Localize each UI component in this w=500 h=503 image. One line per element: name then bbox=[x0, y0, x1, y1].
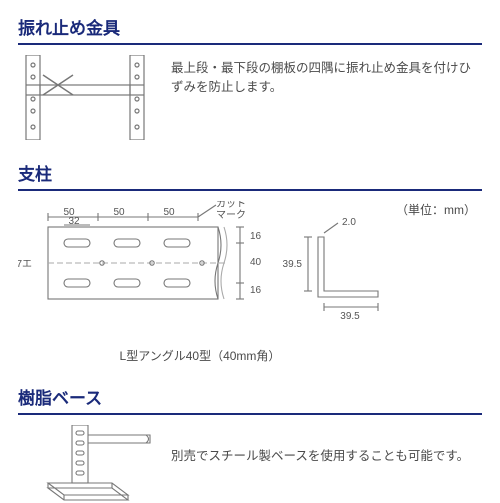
svg-text:カットマーク: カットマーク bbox=[216, 201, 246, 221]
heading-base: 樹脂ベース bbox=[18, 382, 482, 415]
svg-text:50: 50 bbox=[163, 207, 175, 218]
section-post: 支柱 （単位：mm） bbox=[18, 158, 482, 364]
post-caption: L型アングル40型（40mm角） bbox=[0, 347, 482, 364]
svg-text:39.5: 39.5 bbox=[340, 311, 360, 322]
base-diagram bbox=[18, 425, 153, 503]
brace-description: 最上段・最下段の棚板の四隅に振れ止め金具を付けひずみを防止します。 bbox=[171, 55, 482, 98]
brace-diagram bbox=[18, 55, 153, 140]
svg-text:40: 40 bbox=[250, 257, 262, 268]
post-diagram-wrap: （単位：mm） bbox=[18, 201, 482, 364]
svg-text:32: 32 bbox=[68, 216, 80, 227]
svg-text:16: 16 bbox=[250, 231, 262, 242]
svg-text:2.0: 2.0 bbox=[342, 217, 356, 228]
section-base: 樹脂ベース bbox=[18, 382, 482, 503]
svg-text:16: 16 bbox=[250, 285, 262, 296]
svg-text:7エ: 7エ bbox=[18, 259, 32, 270]
heading-brace: 振れ止め金具 bbox=[18, 12, 482, 45]
base-row: 別売でスチール製ベースを使用することも可能です。 bbox=[18, 425, 482, 503]
base-description: 別売でスチール製ベースを使用することも可能です。 bbox=[171, 425, 469, 466]
post-diagram: 50 50 50 32 7エ 16 40 16 カットマーク bbox=[18, 201, 428, 341]
svg-text:39.5: 39.5 bbox=[283, 259, 303, 270]
svg-text:50: 50 bbox=[113, 207, 125, 218]
brace-row: 最上段・最下段の棚板の四隅に振れ止め金具を付けひずみを防止します。 bbox=[18, 55, 482, 140]
section-brace: 振れ止め金具 bbox=[18, 12, 482, 140]
heading-post: 支柱 bbox=[18, 158, 482, 191]
unit-note: （単位：mm） bbox=[396, 201, 476, 218]
